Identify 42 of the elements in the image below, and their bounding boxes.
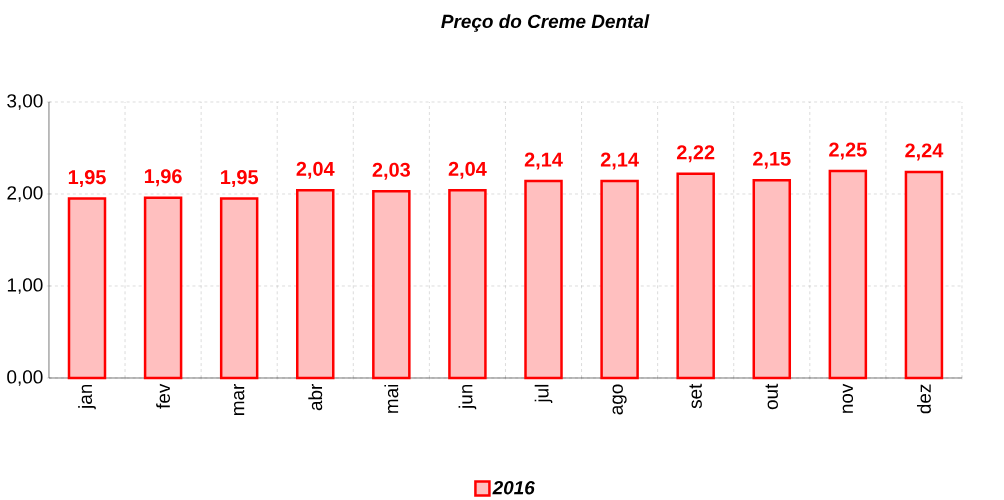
bar [828, 169, 868, 380]
bar [752, 179, 792, 380]
bar [448, 189, 487, 380]
data-label: 2,14 [600, 152, 639, 170]
x-tick-label: jan [78, 385, 96, 410]
x-tick-label: fev [156, 383, 171, 409]
x-tick-label: jul [534, 385, 553, 404]
x-tick-label: abr [308, 384, 323, 411]
legend-label: 2016 [492, 481, 535, 495]
data-label: 2,22 [676, 145, 715, 163]
data-label: 2,04 [296, 161, 335, 179]
x-tick-label: dez [916, 384, 931, 414]
data-label: 1,95 [221, 170, 259, 188]
data-label: 2,24 [905, 143, 944, 161]
bar [600, 179, 639, 380]
data-label: 2,03 [372, 162, 411, 180]
x-tick-label: nov [842, 383, 854, 414]
data-label: 2,04 [448, 161, 487, 179]
data-label: 1,95 [68, 170, 106, 188]
x-tick-label: set [689, 383, 702, 409]
y-tick-label: 3,00 [7, 94, 43, 110]
bar [676, 172, 715, 380]
data-label: 2,25 [829, 142, 867, 160]
x-tick-label: mai [384, 385, 399, 414]
y-tick-label: 1,00 [7, 278, 43, 294]
x-tick-label: out [765, 383, 778, 410]
bar [143, 196, 183, 380]
bar [219, 197, 259, 380]
data-label: 2,14 [524, 152, 563, 170]
x-tick-label: ago [612, 384, 627, 415]
y-tick-label: 2,00 [7, 186, 43, 202]
data-label: 1,96 [144, 169, 182, 187]
bar [372, 190, 411, 380]
bar [296, 189, 335, 380]
bar [904, 170, 944, 380]
bar [67, 197, 107, 380]
bar [524, 179, 563, 380]
data-label: 2,15 [753, 151, 791, 169]
x-tick-label: mar [233, 384, 245, 416]
y-tick-label: 0,00 [7, 370, 43, 386]
x-tick-label: jun [458, 385, 477, 410]
chart-title: Preço do Creme Dental [441, 14, 650, 32]
